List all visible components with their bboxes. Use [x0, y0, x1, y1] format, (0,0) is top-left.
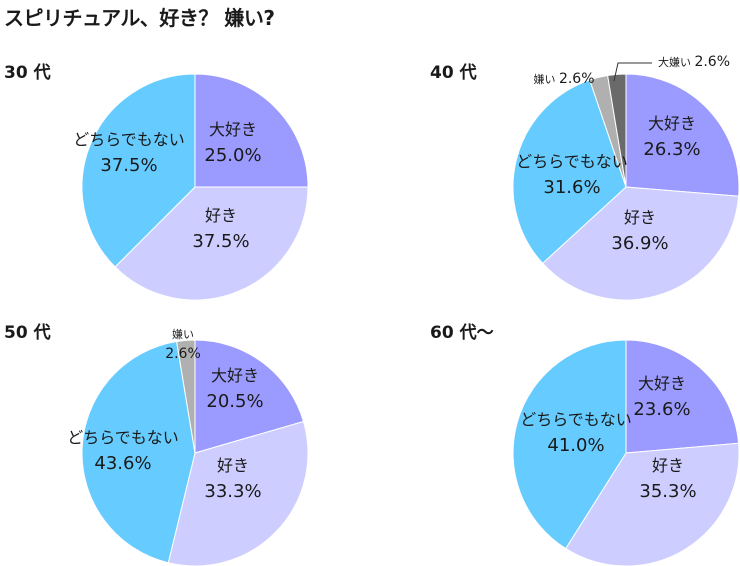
c40-label-like: 好き	[624, 208, 656, 227]
c40-value-like: 36.9%	[611, 233, 668, 254]
c60-label-neutral: どちらでもない	[520, 410, 632, 429]
chart-title-40s: 40 代	[430, 63, 477, 83]
c30-label-love: 大好き	[209, 120, 257, 139]
c40-label-neutral: どちらでもない	[516, 152, 628, 171]
c50-slice-love	[194, 339, 305, 454]
c50-slice-dislike	[176, 339, 196, 454]
chart-title-60s: 60 代～	[430, 323, 494, 343]
c50-label-like: 好き	[217, 456, 249, 475]
c60-slice-love	[625, 339, 740, 454]
c60-value-neutral: 41.0%	[547, 435, 604, 456]
c30-slice-neutral	[81, 73, 196, 268]
c40-label-love: 大好き	[648, 114, 696, 133]
c30-label-like: 好き	[205, 206, 237, 225]
c40-slice-like	[541, 186, 740, 301]
c40-label-hate: 大嫌い 2.6%	[658, 54, 730, 70]
c50-label-neutral: どちらでもない	[67, 428, 179, 447]
page-title: スピリチュアル、好き？ 嫌い?	[4, 6, 275, 30]
c40-slice-neutral	[512, 79, 627, 265]
chart-title-30s: 30 代	[4, 63, 51, 83]
c30-label-neutral: どちらでもない	[73, 130, 185, 149]
c50-slice-neutral	[81, 340, 196, 564]
c30-value-love: 25.0%	[204, 145, 261, 166]
c60-label-like: 好き	[652, 456, 684, 475]
c50-value-love: 20.5%	[206, 391, 263, 412]
c40-slice-love	[625, 73, 740, 197]
c60-value-love: 23.6%	[633, 399, 690, 420]
c40-value-love: 26.3%	[643, 139, 700, 160]
c30-value-neutral: 37.5%	[100, 155, 157, 176]
c30-slice-like	[114, 186, 309, 301]
c40-value-neutral: 31.6%	[543, 177, 600, 198]
c60-slice-neutral	[512, 339, 627, 550]
c50-label-love: 大好き	[211, 366, 259, 385]
c50-label-dislike: 嫌い	[172, 327, 194, 341]
c40-slice-hate	[607, 73, 627, 188]
chart-title-50s: 50 代	[4, 323, 51, 343]
c60-value-like: 35.3%	[639, 481, 696, 502]
c60-slice-like	[565, 442, 740, 566]
c40-leader-hate	[613, 62, 652, 82]
c30-value-like: 37.5%	[192, 231, 249, 252]
c50-value-dislike: 2.6%	[165, 346, 201, 362]
c40-label-dislike: 嫌い 2.6%	[533, 71, 594, 87]
c50-value-like: 33.3%	[204, 481, 261, 502]
c30-slice-love	[194, 73, 309, 188]
c60-label-love: 大好き	[638, 374, 686, 393]
c50-value-neutral: 43.6%	[94, 453, 151, 474]
